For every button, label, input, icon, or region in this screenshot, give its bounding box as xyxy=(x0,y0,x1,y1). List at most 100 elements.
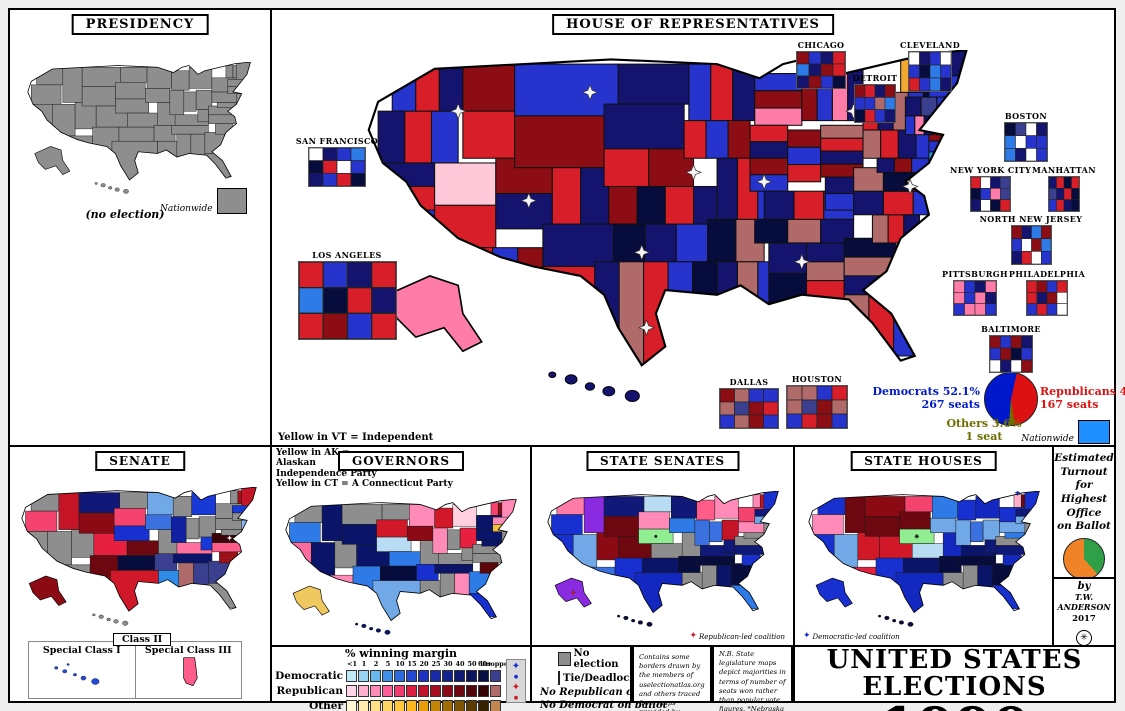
house-pie-rep-label: Republicans 44.3%167 seats xyxy=(1040,385,1125,411)
legend-star-key: ✦ ● ✦ ● xyxy=(506,659,526,703)
dem-dot-icon: ● xyxy=(513,673,519,680)
legend-swatch xyxy=(478,669,489,682)
legend-rows: Democratic Republican Other xyxy=(272,668,530,711)
presidency-nationwide: Nationwide xyxy=(160,188,247,214)
house-nationwide-swatch xyxy=(1078,420,1110,444)
inset-new-york-city: NEW YORK CITY xyxy=(950,165,1031,212)
credits-panel: by T.W. ANDERSON 2017 ✳ xyxy=(1052,577,1116,647)
misc-legend-panel: No election Tie/Deadlock No Republican o… xyxy=(530,645,676,711)
legend-ticks: <1 1 2 5 10 15 20 25 30 40 50 60+ Unopposed xyxy=(346,660,530,668)
inset-houston: HOUSTON xyxy=(764,374,870,429)
legend-tick-10: 50 xyxy=(467,660,477,668)
senate-special1: Special Class I xyxy=(29,642,136,698)
legend-tick-11: 60+ xyxy=(478,660,493,668)
legend-tick-12: Unopposed xyxy=(480,660,521,668)
legend-swatch xyxy=(418,684,429,697)
legend-swatch xyxy=(466,684,477,697)
legend-swatch xyxy=(358,684,369,697)
legend-swatch xyxy=(454,684,465,697)
governors-notes: Yellow in AK = Alaskan Independence Part… xyxy=(276,448,453,490)
house-title: HOUSE OF REPRESENTATIVES xyxy=(552,14,834,35)
legend-swatch xyxy=(370,669,381,682)
inset-map-north-new-jersey xyxy=(1010,225,1052,265)
state-houses-panel: STATE HOUSES ✦ Democratic-led coalition xyxy=(793,445,1054,647)
senate-special-insets: Special Class I Special Class III xyxy=(28,641,242,699)
tie-key: Tie/Deadlock xyxy=(558,671,636,685)
turnout-pie-chart xyxy=(1063,537,1105,580)
inset-philadelphia: PHILADELPHIA xyxy=(1004,269,1090,316)
presidency-nationwide-swatch xyxy=(216,188,247,214)
legend-row-other: Other xyxy=(272,698,530,711)
legend-tick-3: 5 xyxy=(385,660,391,668)
inset-label-baltimore: BALTIMORE xyxy=(981,324,1041,334)
inset-boston: BOSTON xyxy=(984,111,1068,162)
inset-dallas: DALLAS xyxy=(697,377,801,429)
presidency-title: PRESIDENCY xyxy=(71,14,209,35)
hawaii-inset-map xyxy=(29,656,135,690)
inset-label-boston: BOSTON xyxy=(1004,111,1048,121)
inset-san-francisco: SAN FRANCISCO xyxy=(282,136,392,187)
legend-row-label: Republican xyxy=(276,684,343,697)
governors-panel: GOVERNORS Yellow in AK = Alaskan Indepen… xyxy=(270,445,532,647)
legend-tick-9: 40 xyxy=(455,660,465,668)
governors-map xyxy=(284,498,520,635)
inset-map-baltimore xyxy=(989,335,1033,373)
legend-swatch xyxy=(346,684,357,697)
house-map xyxy=(364,48,976,403)
tie-deadlock-swatch xyxy=(558,671,560,685)
state-houses-map xyxy=(807,489,1043,627)
governors-title: GOVERNORS xyxy=(338,451,464,471)
inset-detroit: DETROIT xyxy=(838,73,912,123)
legend-row-republican: Republican xyxy=(272,683,530,698)
house-pie-chart xyxy=(984,372,1038,426)
house-nationwide-label: Nationwide xyxy=(1021,434,1074,444)
legend-swatch xyxy=(382,684,393,697)
presidency-nationwide-label: Nationwide xyxy=(160,204,213,214)
legend-swatch xyxy=(478,699,489,711)
legend-tick-1: 1 xyxy=(361,660,367,668)
inset-label-dallas: DALLAS xyxy=(729,377,769,387)
inset-map-chicago xyxy=(796,51,846,89)
legend-swatch xyxy=(382,699,393,711)
state-senates-map xyxy=(546,490,782,627)
legend-swatch xyxy=(418,699,429,711)
inset-label-north-new-jersey: NORTH NEW JERSEY xyxy=(979,214,1083,224)
main-year: 1990 xyxy=(795,699,1114,711)
legend-swatch xyxy=(382,669,393,682)
inset-manhattan: MANHATTAN xyxy=(1028,165,1100,212)
senate-special3: Special Class III xyxy=(136,642,242,698)
legend-row-label: Democratic xyxy=(275,669,343,682)
presidency-note: (no election) xyxy=(85,208,165,221)
legend-tick-4: 10 xyxy=(395,660,405,668)
house-nationwide: Nationwide xyxy=(1002,420,1110,444)
legend-swatch xyxy=(406,699,417,711)
legend-swatch xyxy=(490,669,501,682)
inset-north-new-jersey: NORTH NEW JERSEY xyxy=(972,214,1090,265)
inset-label-philadelphia: PHILADELPHIA xyxy=(1008,269,1086,279)
credits-by: by xyxy=(1077,581,1091,592)
presidency-panel: PRESIDENCY Nationwide (no election) xyxy=(8,8,272,447)
senate-panel: SENATE Class II Special Class I Special … xyxy=(8,445,272,703)
house-pie-dem-label: Democrats 52.1% 267 seats xyxy=(872,385,980,411)
no-republican-note: No Republican on ballot xyxy=(540,687,676,698)
inset-map-los-angeles xyxy=(297,261,397,340)
legend-swatch xyxy=(346,699,357,711)
legend-swatch xyxy=(466,699,477,711)
no-election-swatch xyxy=(558,652,571,666)
senate-title: SENATE xyxy=(95,451,185,471)
turnout-heading: Estimated Turnout for Highest Office on … xyxy=(1054,452,1114,533)
nb-note: N.B. State legislature maps depict major… xyxy=(719,650,786,711)
legend-swatch xyxy=(394,684,405,697)
inset-label-pittsburgh: PITTSBURGH xyxy=(942,269,1008,279)
legend-title: % winning margin xyxy=(344,647,458,660)
inset-label-san-francisco: SAN FRANCISCO xyxy=(295,136,379,146)
state-senates-coalition-note: ✦ Republican-led coalition xyxy=(689,631,785,641)
legend-row-label: Other xyxy=(309,699,343,711)
house-panel: HOUSE OF REPRESENTATIVES SAN FRANCISCO LO… xyxy=(270,8,1125,447)
inset-map-houston xyxy=(786,385,848,429)
inset-map-manhattan xyxy=(1048,176,1080,212)
legend-swatch xyxy=(442,699,453,711)
inset-map-san-francisco xyxy=(308,147,366,187)
indiana-inset-map xyxy=(136,656,242,690)
